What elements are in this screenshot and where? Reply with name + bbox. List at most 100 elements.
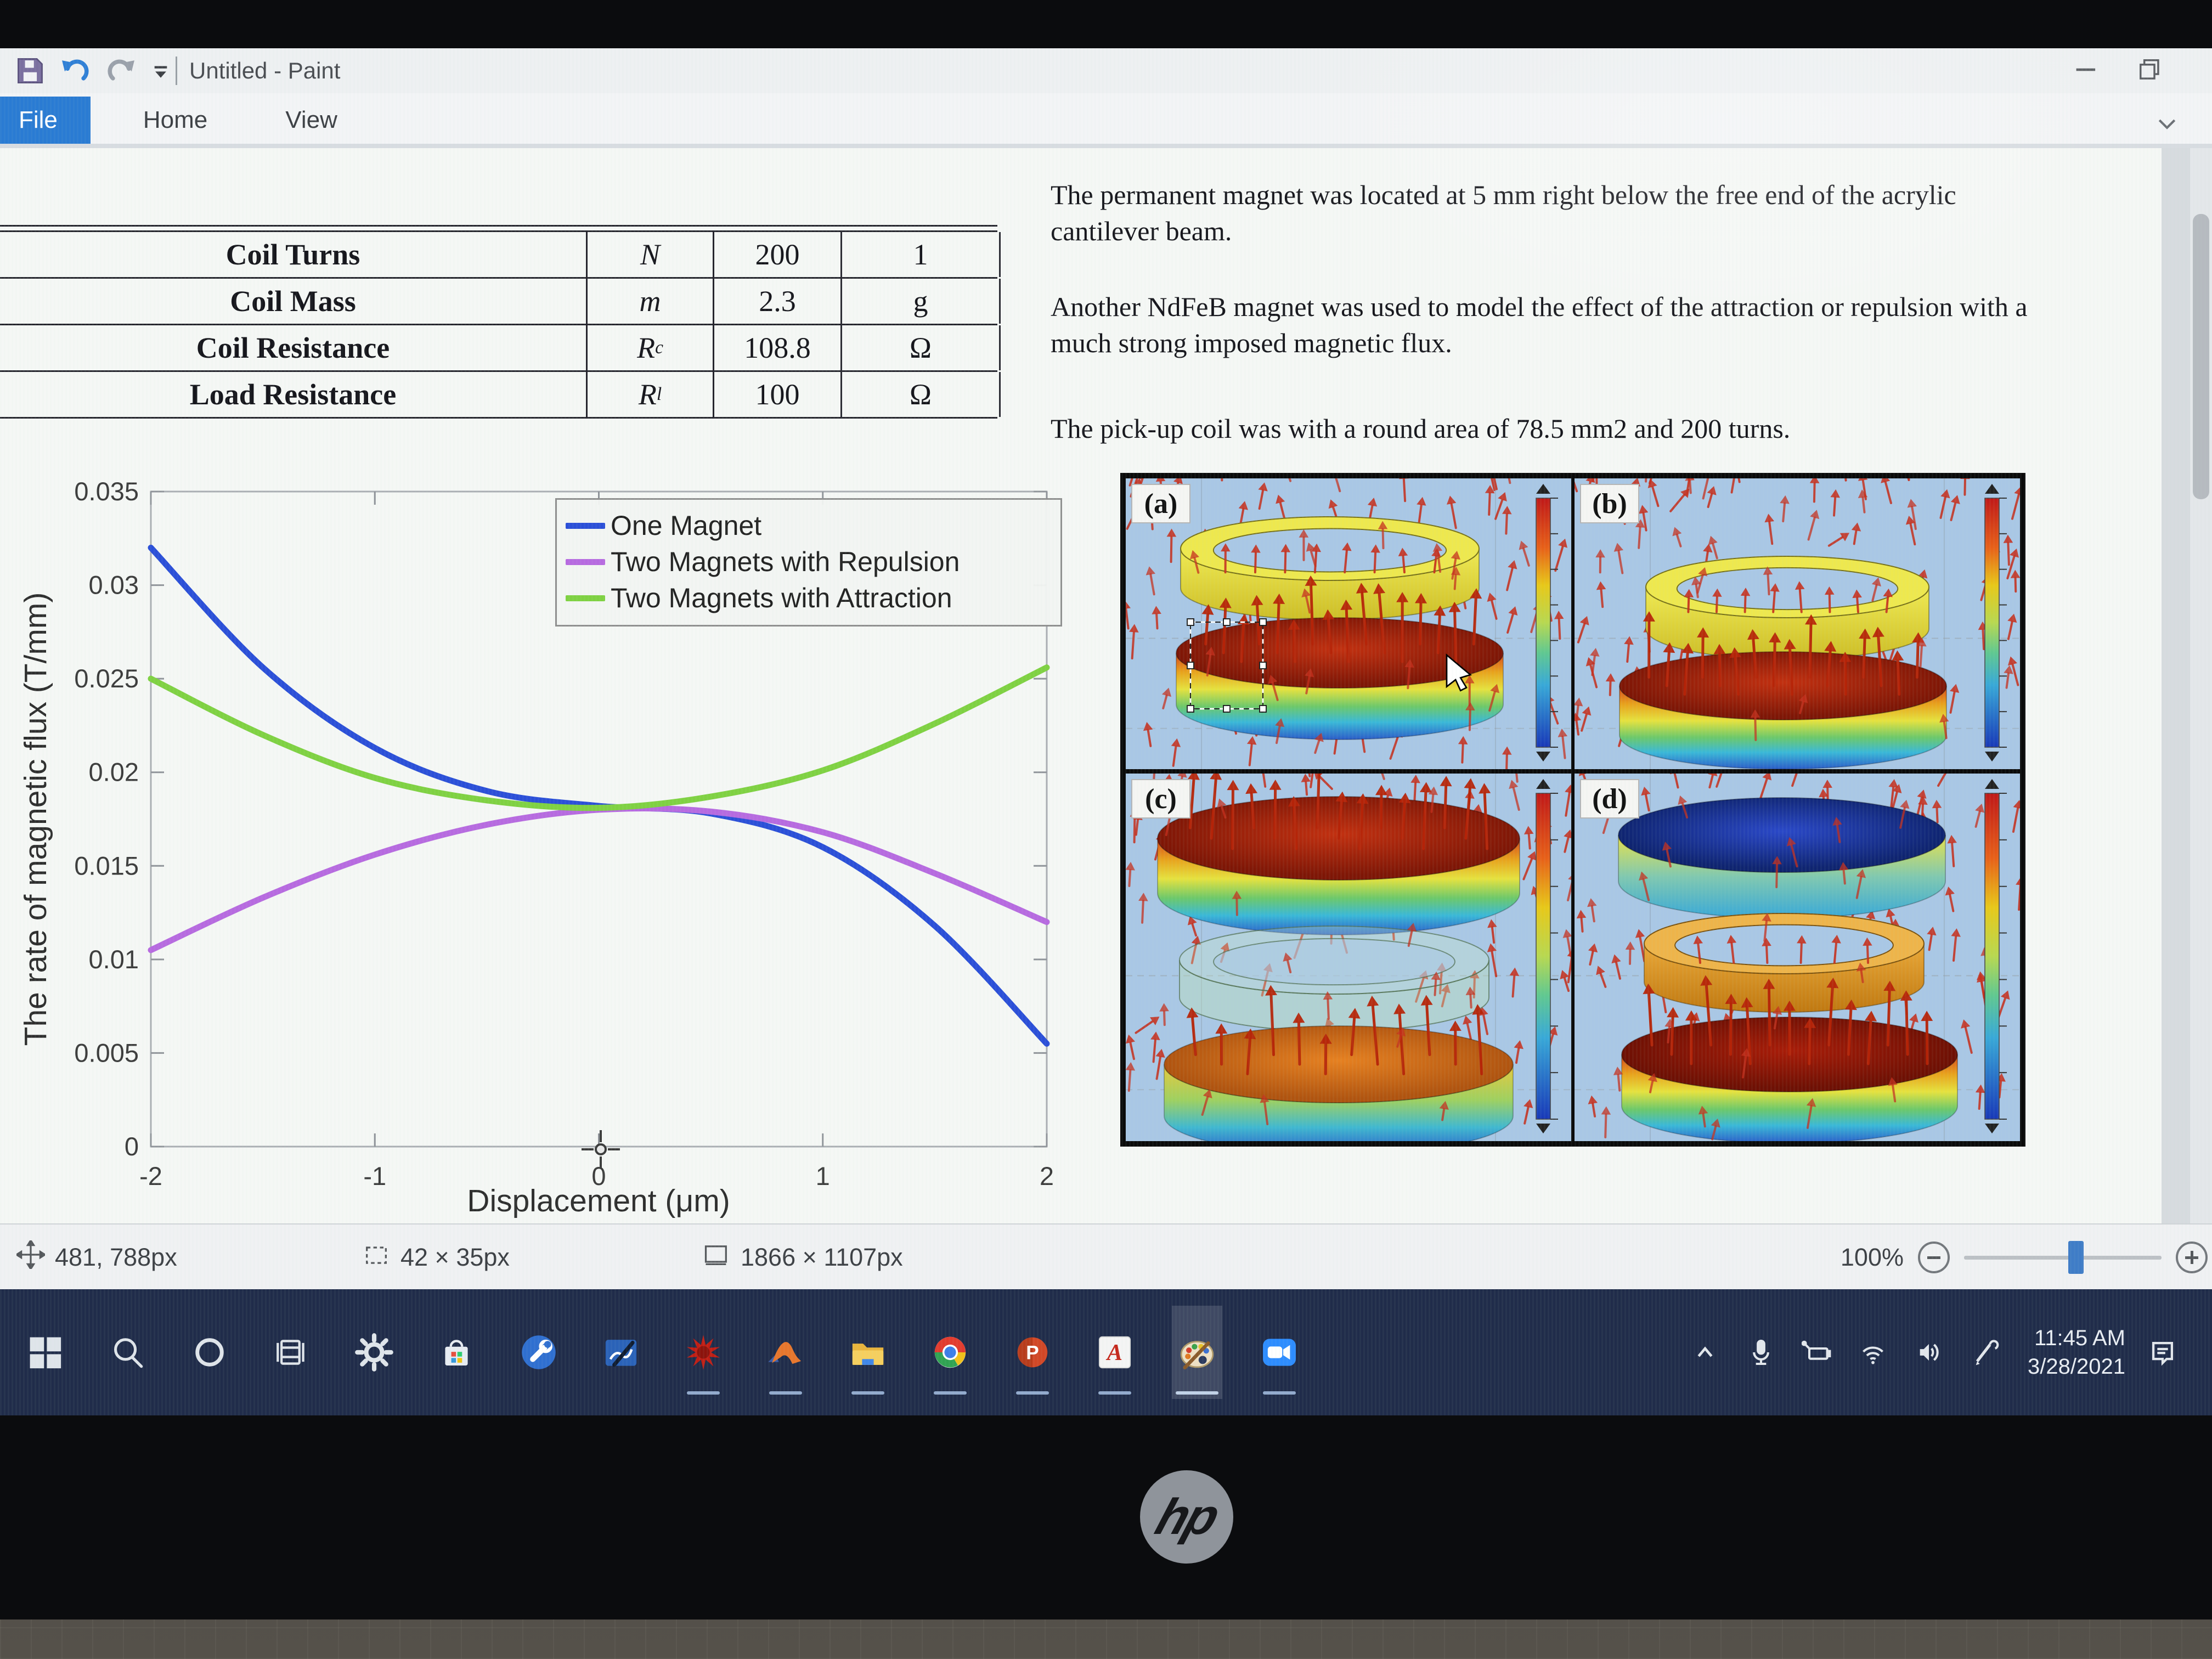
svg-text:Displacement (μm): Displacement (μm)	[467, 1183, 730, 1218]
svg-text:0.015: 0.015	[74, 851, 139, 880]
ribbon-separator	[0, 144, 2212, 148]
paragraph-1: The permanent magnet was located at 5 mm…	[1051, 179, 1956, 246]
crosshair-cursor	[580, 1129, 621, 1170]
battery-charging-icon[interactable]	[1796, 1306, 1838, 1399]
undo-icon[interactable]	[59, 57, 91, 85]
window-title: Untitled - Paint	[189, 58, 341, 83]
vertical-scrollbar[interactable]	[2190, 148, 2212, 1223]
clock-date: 3/28/2021	[2028, 1355, 2125, 1379]
acrobat-icon[interactable]: A	[1090, 1306, 1140, 1399]
zoom-slider-thumb[interactable]	[2068, 1240, 2084, 1274]
zoom-control: 100%	[1840, 1240, 2212, 1274]
selection-size-icon	[362, 1240, 391, 1275]
scrollbar-thumb[interactable]	[2193, 214, 2209, 499]
restore-button[interactable]	[2137, 57, 2163, 85]
wifi-icon[interactable]	[1852, 1306, 1894, 1399]
settings-gear-icon[interactable]	[349, 1306, 399, 1399]
titlebar-divider	[176, 57, 177, 85]
zoom-level: 100%	[1840, 1243, 1904, 1271]
snip-sketch-icon[interactable]	[596, 1306, 646, 1399]
minimize-button[interactable]	[2074, 57, 2099, 85]
panel-label-c: (c)	[1131, 779, 1190, 819]
paragraph-2: Another NdFeB magnet was used to model t…	[1051, 291, 2028, 358]
search-icon[interactable]	[102, 1306, 153, 1399]
volume-icon[interactable]	[1908, 1306, 1950, 1399]
svg-text:1: 1	[816, 1161, 830, 1190]
expand-ribbon-chevron[interactable]	[2155, 115, 2179, 144]
ribbon-tabbar: File Home View	[0, 93, 2212, 144]
file-explorer-icon[interactable]	[843, 1306, 893, 1399]
pen-icon[interactable]	[1964, 1306, 2006, 1399]
legend-item: Two Magnets with Repulsion	[566, 544, 1055, 580]
cortana-icon[interactable]	[184, 1306, 235, 1399]
chart-legend: One Magnet Two Magnets with Repulsion Tw…	[555, 498, 1062, 627]
save-icon[interactable]	[15, 56, 45, 86]
svg-text:0.025: 0.025	[74, 664, 139, 693]
table-row: Coil Turns N 200 1	[0, 232, 1001, 279]
mathematica-icon[interactable]	[678, 1306, 729, 1399]
flux-chart: -2 -1 0 1 2 0 0.005 0.01 0.015 0.02 0.025 0.03 0.035…	[16, 471, 1062, 1218]
tab-view[interactable]: View	[285, 106, 337, 133]
svg-text:A: A	[1105, 1340, 1122, 1365]
svg-text:-1: -1	[363, 1161, 386, 1190]
zoom-app-icon[interactable]	[1254, 1306, 1305, 1399]
clock-time: 11:45 AM	[2034, 1326, 2125, 1350]
svg-text:2: 2	[1040, 1161, 1053, 1190]
panel-label-b: (b)	[1580, 484, 1639, 523]
customize-dropdown-icon[interactable]	[151, 61, 170, 80]
windows-taskbar: P A	[0, 1289, 2212, 1415]
screen: Untitled - Paint File Home View Coil Tur…	[0, 48, 2212, 1415]
image-size-value: 1866 × 1107px	[741, 1243, 903, 1271]
taskbar-clock[interactable]: 11:45 AM 3/28/2021	[2028, 1324, 2125, 1381]
svg-text:0.01: 0.01	[89, 945, 139, 974]
svg-text:0: 0	[125, 1132, 139, 1161]
cursor-position-icon	[14, 1238, 47, 1275]
legend-item: Two Magnets with Attraction	[566, 580, 1055, 616]
chrome-icon[interactable]	[925, 1306, 975, 1399]
start-button[interactable]	[20, 1306, 70, 1399]
simulation-panel-b	[1575, 478, 2020, 769]
table-row: Coil Mass m 2.3 g	[0, 279, 1001, 325]
legend-swatch	[566, 522, 605, 529]
legend-item: One Magnet	[566, 507, 1055, 544]
simulation-panel-c	[1126, 774, 1571, 1141]
matlab-icon[interactable]	[760, 1306, 811, 1399]
svg-text:0.035: 0.035	[74, 477, 139, 506]
tab-file[interactable]: File	[0, 97, 91, 144]
legend-swatch	[566, 558, 605, 565]
simulation-panel-d	[1575, 774, 2020, 1141]
simulation-panel-a	[1126, 478, 1571, 769]
action-center-icon[interactable]	[2142, 1306, 2183, 1399]
svg-text:-2: -2	[139, 1161, 162, 1190]
paint-taskbar-icon[interactable]	[1172, 1306, 1222, 1399]
powerpoint-icon[interactable]: P	[1007, 1306, 1058, 1399]
tab-home[interactable]: Home	[143, 106, 208, 133]
selection-size-value: 42 × 35px	[400, 1243, 510, 1271]
workspace-margin	[2162, 148, 2190, 1223]
svg-text:The rate of magnetic flux (T/m: The rate of magnetic flux (T/mm)	[18, 592, 53, 1046]
microphone-icon[interactable]	[1740, 1306, 1782, 1399]
tray-expand-icon[interactable]	[1684, 1306, 1726, 1399]
svg-text:0: 0	[591, 1161, 606, 1190]
zoom-out-button[interactable]	[1918, 1242, 1950, 1273]
svg-text:P: P	[1026, 1342, 1039, 1363]
svg-text:0.03: 0.03	[89, 571, 139, 600]
system-tray: 11:45 AM 3/28/2021	[1684, 1306, 2212, 1399]
paragraph-3: The pick-up coil was with a round area o…	[1051, 413, 1791, 444]
microsoft-store-icon[interactable]	[431, 1306, 482, 1399]
paint-canvas[interactable]: Coil Turns N 200 1 Coil Mass m 2.3 g Coi…	[0, 148, 2162, 1223]
svg-text:0.005: 0.005	[74, 1038, 139, 1067]
simulation-figure: (a) (b) (c) (d)	[1120, 473, 2025, 1147]
quick-access-toolbar	[0, 56, 170, 86]
task-view-icon[interactable]	[267, 1306, 317, 1399]
zoom-in-button[interactable]	[2176, 1242, 2208, 1273]
paint-titlebar: Untitled - Paint	[0, 48, 2212, 93]
redo-icon[interactable]	[105, 57, 137, 85]
image-size-icon	[702, 1240, 731, 1275]
zoom-slider[interactable]	[1964, 1240, 2162, 1274]
parameter-table: Coil Turns N 200 1 Coil Mass m 2.3 g Coi…	[0, 225, 1001, 419]
repair-tool-icon[interactable]	[514, 1306, 564, 1399]
